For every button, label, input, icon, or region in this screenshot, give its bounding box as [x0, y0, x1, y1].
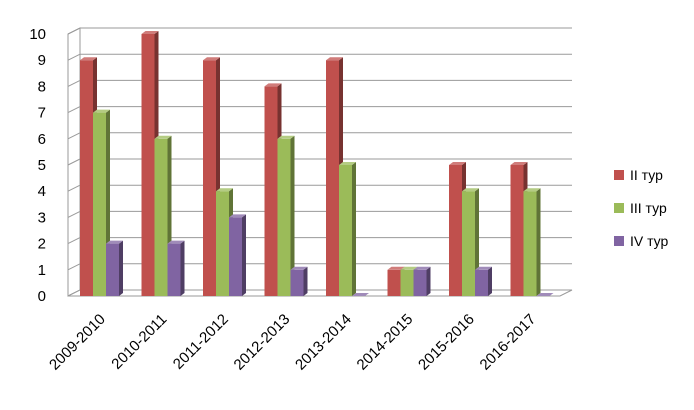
gridline-side-4: [67, 184, 81, 192]
gridline-side-8: [67, 79, 81, 87]
x-tick-label-2011-2012: 2011-2012: [170, 311, 232, 373]
legend-item-iv-tur: IV тур: [614, 232, 692, 250]
y-tick-label-7: 7: [38, 105, 46, 122]
x-axis-tick-labels: 2009-2010 2010-2011 2011-20122012-20132013…: [46, 311, 539, 374]
legend-label-iii-tur: III тур: [630, 200, 667, 216]
x-tick-label-2013-2014: 2013-2014: [292, 311, 355, 374]
bar-iii-тур-2012-2013: [277, 135, 295, 296]
y-tick-label-9: 9: [38, 52, 46, 69]
y-tick-label-8: 8: [38, 78, 46, 95]
y-tick-label-5: 5: [38, 157, 46, 174]
gridline-side-3: [67, 210, 81, 218]
y-tick-label-0: 0: [38, 288, 46, 305]
bar-iv-тур-2011-2012: [229, 214, 246, 296]
bars: [80, 31, 554, 297]
y-tick-label-6: 6: [38, 131, 46, 148]
bar-iii-тур-2016-2017: [523, 188, 541, 296]
bar-iv-тур-2015-2016: [475, 266, 492, 296]
y-tick-label-2: 2: [38, 236, 46, 253]
bar-iv-тур-2012-2013: [290, 266, 308, 296]
legend-item-iii-tur: III тур: [614, 199, 692, 217]
gridline-side-6: [67, 132, 81, 140]
bar-iv-тур-2016-2017: [536, 293, 554, 296]
gridline-side-9: [67, 53, 81, 61]
bar-iv-тур-2013-2014: [352, 293, 369, 296]
x-tick-label-2010-2011: 2010-2011: [108, 311, 170, 373]
gridline-side-1: [67, 263, 81, 271]
legend-item-ii-tur: II тур: [614, 166, 692, 184]
x-tick-label-2012-2013: 2012-2013: [231, 311, 294, 374]
legend-swatch-iv-tur: [614, 236, 624, 246]
y-tick-label-3: 3: [38, 209, 46, 226]
y-axis-tick-labels: 0 1 2 3 4 5 6 7 8 9 10: [29, 26, 46, 305]
x-tick-label-2009-2010: 2009-2010: [46, 311, 109, 374]
legend-swatch-iii-tur: [614, 203, 624, 213]
bar-iv-тур-2009-2010: [106, 240, 123, 296]
y-tick-label-4: 4: [38, 183, 46, 200]
gridline-side-7: [67, 106, 81, 114]
x-tick-label-2016-2017: 2016-2017: [477, 311, 540, 374]
y-tick-label-10: 10: [29, 26, 46, 43]
gridline-side-10: [67, 27, 81, 35]
gridline-side-2: [67, 237, 81, 245]
gridline-side-5: [67, 158, 81, 166]
bar-iv-тур-2010-2011: [167, 240, 185, 296]
legend-swatch-ii-tur: [614, 170, 624, 180]
legend: II тур III тур IV тур: [614, 166, 692, 265]
bar-iii-тур-2013-2014: [339, 162, 356, 296]
legend-label-iv-tur: IV тур: [630, 233, 669, 249]
x-tick-label-2014-2015: 2014-2015: [354, 311, 417, 374]
bar-iv-тур-2014-2015: [413, 266, 431, 296]
x-tick-label-2015-2016: 2015-2016: [415, 311, 478, 374]
y-tick-label-1: 1: [38, 262, 46, 279]
legend-label-ii-tur: II тур: [630, 167, 663, 183]
